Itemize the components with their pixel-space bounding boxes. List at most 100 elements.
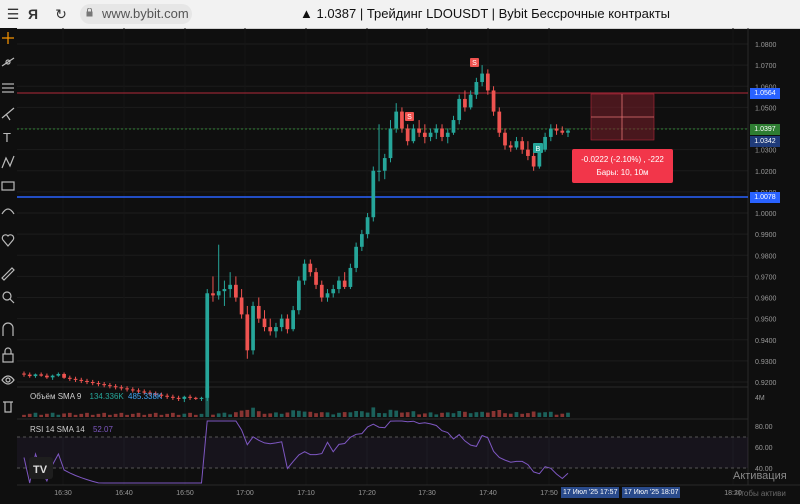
candle-body — [491, 90, 496, 112]
candle-body — [508, 145, 513, 148]
rsi-axis-label: 80.00 — [755, 424, 773, 431]
volume-bar — [199, 413, 204, 417]
candle-body — [182, 396, 187, 399]
reload-icon[interactable]: ↻ — [55, 6, 67, 22]
candle-body — [85, 380, 89, 382]
volume-bar — [531, 411, 536, 417]
volume-bar — [297, 410, 301, 417]
rsi-line — [23, 420, 569, 484]
volume-value-2: 485.338K — [128, 392, 163, 401]
volume-bar — [480, 411, 484, 417]
hide-drawings-icon[interactable] — [1, 375, 15, 385]
volume-bar — [239, 410, 244, 417]
volume-bar — [508, 413, 513, 417]
url-text[interactable]: www.bybit.com — [102, 6, 189, 21]
volume-bar — [245, 409, 250, 417]
time-axis-label: 17:00 — [236, 490, 254, 497]
candle-body — [319, 284, 324, 298]
candle-body — [193, 397, 198, 399]
candle-body — [348, 267, 353, 287]
volume-bar — [130, 413, 135, 417]
volume-bar — [434, 414, 439, 417]
favorite-icon[interactable] — [1, 234, 15, 247]
address-bar[interactable] — [80, 4, 192, 24]
lock-drawings-icon[interactable] — [2, 347, 14, 363]
volume-bar — [211, 414, 215, 417]
candle-body — [291, 310, 295, 330]
candle-body — [199, 397, 204, 399]
volume-bar — [262, 413, 267, 417]
candle-body — [22, 373, 26, 375]
measure-change: -0.0222 (-2.10%) , -222 — [581, 155, 664, 164]
measure-info-box: -0.0222 (-2.10%) , -222 Бары: 10, 10м — [572, 149, 673, 183]
projection-tool-icon[interactable] — [1, 181, 15, 191]
zoom-in-icon[interactable] — [2, 291, 15, 304]
volume-bar — [382, 413, 387, 417]
time-axis-label: 17:50 — [540, 490, 558, 497]
time-axis-label: 16:30 — [54, 490, 72, 497]
volume-bar — [188, 412, 192, 417]
candle-body — [342, 280, 347, 287]
volume-bar — [359, 411, 364, 417]
rsi-label: RSI 14 SMA 14 — [30, 425, 85, 434]
candle-body — [256, 305, 261, 319]
chart-area[interactable]: S S B 1.08001.07001.06001.05001.04001.03… — [0, 28, 800, 499]
candle-body — [382, 158, 387, 171]
price-axis-label: 1.0500 — [755, 105, 777, 112]
candle-body — [222, 289, 227, 292]
price-axis-label: 1.0000 — [755, 211, 777, 218]
windows-activation-subtext: Чтобы активи — [735, 489, 786, 498]
volume-bar — [165, 413, 170, 417]
time-axis[interactable]: 16:30 16:40 16:50 17:00 17:10 17:20 17:30 17:40… — [54, 490, 742, 497]
volume-bar — [56, 414, 61, 417]
volume-bar — [142, 414, 147, 417]
trash-icon[interactable] — [3, 401, 13, 413]
rsi-legend[interactable]: RSI 14 SMA 14 52.07 — [30, 425, 113, 434]
candle-body — [428, 132, 433, 137]
candle-body — [165, 395, 170, 397]
candle-body — [468, 94, 473, 108]
candle-body — [440, 128, 444, 137]
volume-bar — [388, 409, 393, 417]
volume-bar — [108, 414, 112, 417]
volume-legend[interactable]: Объём SMA 9 134.336K 485.338K — [30, 392, 162, 401]
volume-bar — [526, 413, 530, 417]
volume-bar — [497, 410, 502, 417]
crosshair-icon[interactable] — [2, 32, 14, 44]
drawing-toolbar: T — [0, 28, 17, 499]
candle-body — [314, 272, 318, 285]
brush-tool-icon[interactable] — [1, 208, 15, 215]
volume-bar — [90, 414, 95, 417]
candle-body — [245, 314, 250, 351]
line-tool-icon[interactable] — [1, 57, 15, 67]
text-tool-icon[interactable]: T — [3, 130, 11, 145]
candle-body — [216, 291, 221, 296]
ruler-icon[interactable] — [1, 267, 15, 281]
price-axis-label: 1.0200 — [755, 169, 777, 176]
candle-body — [73, 378, 78, 380]
volume-bar — [33, 412, 38, 417]
candle-body — [560, 130, 565, 133]
candle-body — [159, 394, 164, 396]
volume-bar — [319, 412, 324, 417]
channel-tool-icon[interactable] — [2, 83, 14, 93]
buy-marker[interactable]: B — [533, 143, 543, 153]
volume-bar — [148, 413, 152, 417]
yandex-icon[interactable]: Я — [27, 6, 39, 22]
sell-marker[interactable]: S — [405, 112, 414, 121]
volume-value-1: 134.336K — [89, 392, 124, 401]
price-chart[interactable]: S S B 1.08001.07001.06001.05001.04001.03… — [0, 28, 800, 499]
candle-body — [142, 391, 147, 393]
pitchfork-icon[interactable] — [1, 107, 15, 121]
sell-marker[interactable]: S — [470, 58, 479, 67]
time-range-start: 17 Июл '25 17:57 — [561, 487, 620, 498]
pattern-tool-icon[interactable] — [1, 155, 15, 169]
volume-bar — [22, 414, 26, 417]
magnet-icon[interactable] — [2, 322, 14, 336]
candle-body — [371, 170, 376, 218]
volume-bar — [222, 412, 227, 417]
price-axis-label: 0.9400 — [755, 338, 777, 345]
tab-list-icon[interactable]: ☰ — [6, 6, 20, 22]
candle-body — [422, 132, 427, 137]
volume-bar — [377, 413, 381, 417]
